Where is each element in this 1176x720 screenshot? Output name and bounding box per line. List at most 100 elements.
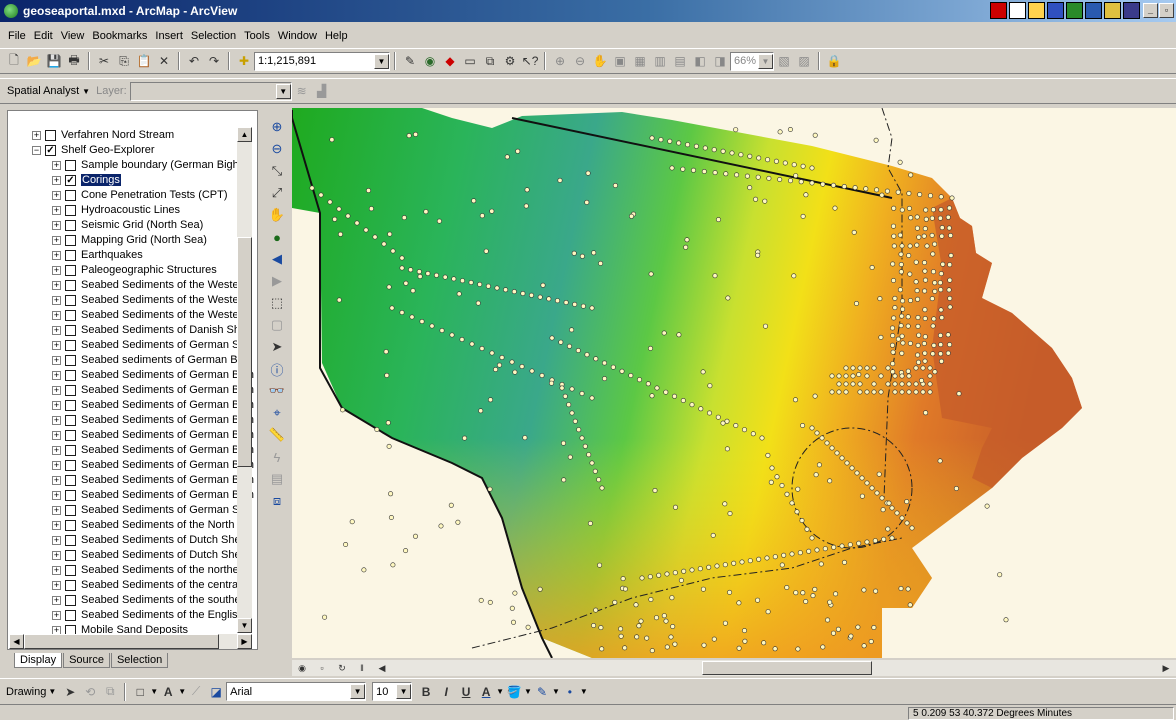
toc-layer-row[interactable]: + Seabed sediments of German Bigh <box>52 352 252 368</box>
coring-point[interactable] <box>863 186 869 192</box>
expand-icon[interactable]: + <box>52 429 61 440</box>
toc-layer-label[interactable]: Shelf Geo-Explorer <box>61 144 155 156</box>
coring-point[interactable] <box>809 535 815 541</box>
coring-point[interactable] <box>512 590 518 596</box>
toc-scroll-thumb[interactable] <box>237 237 252 467</box>
layer-visibility-checkbox[interactable] <box>65 369 76 381</box>
expand-icon[interactable]: + <box>52 399 61 410</box>
toc-layer-label[interactable]: Seabed Sediments of German Bigh <box>81 414 255 426</box>
toc-layer-row[interactable]: + Seabed Sediments of Dutch Shelf <box>52 547 246 563</box>
coring-point[interactable] <box>372 234 378 240</box>
coring-point[interactable] <box>812 586 818 592</box>
coring-point[interactable] <box>922 316 928 322</box>
coring-point[interactable] <box>906 381 912 387</box>
coring-point[interactable] <box>336 297 342 303</box>
coring-point[interactable] <box>676 332 682 338</box>
coring-point[interactable] <box>332 216 338 222</box>
expand-icon[interactable]: + <box>52 204 61 215</box>
coring-point[interactable] <box>892 389 898 395</box>
coring-point[interactable] <box>905 586 911 592</box>
layout-view-icon[interactable]: ▫ <box>320 663 324 673</box>
coring-point[interactable] <box>706 410 712 416</box>
coring-point[interactable] <box>948 233 954 239</box>
coring-point[interactable] <box>515 148 521 154</box>
coring-point[interactable] <box>937 280 943 286</box>
coring-point[interactable] <box>587 520 593 526</box>
coring-point[interactable] <box>711 636 717 642</box>
coring-point[interactable] <box>483 248 489 254</box>
coring-point[interactable] <box>859 475 865 481</box>
coring-point[interactable] <box>720 148 726 154</box>
coring-point[interactable] <box>920 389 926 395</box>
coring-point[interactable] <box>388 491 394 497</box>
coring-point[interactable] <box>889 535 895 541</box>
menu-view[interactable]: View <box>60 30 85 42</box>
marker-color-icon[interactable]: • <box>567 684 572 699</box>
layer-visibility-checkbox[interactable] <box>65 324 76 336</box>
expand-icon[interactable]: + <box>52 489 61 500</box>
coring-point[interactable] <box>558 339 564 345</box>
coring-point[interactable] <box>922 307 928 313</box>
zoom-out-icon[interactable]: ⊖ <box>271 141 283 156</box>
toc-layer-label[interactable]: Seabed Sediments of German Bigh <box>81 489 255 501</box>
coring-point[interactable] <box>890 333 896 339</box>
zoom-100-icon[interactable]: ▦ <box>634 54 646 68</box>
toc-hscroll-thumb[interactable] <box>24 634 219 649</box>
collapse-icon[interactable]: − <box>32 144 41 155</box>
menu-selection[interactable]: Selection <box>190 30 237 42</box>
coring-point[interactable] <box>539 372 545 378</box>
coring-point[interactable] <box>739 559 745 565</box>
coring-point[interactable] <box>827 599 833 605</box>
coring-point[interactable] <box>669 165 675 171</box>
expand-icon[interactable]: + <box>52 189 61 200</box>
coring-point[interactable] <box>406 133 412 139</box>
coring-point[interactable] <box>649 393 655 399</box>
coring-point[interactable] <box>873 588 879 594</box>
coring-point[interactable] <box>787 126 793 132</box>
coring-point[interactable] <box>399 255 405 261</box>
spatial-analyst-dropdown-icon[interactable]: ▼ <box>82 86 91 96</box>
coring-point[interactable] <box>680 397 686 403</box>
coring-point[interactable] <box>827 478 833 484</box>
coring-point[interactable] <box>873 137 879 143</box>
layer-visibility-checkbox[interactable] <box>65 249 76 261</box>
coring-point[interactable] <box>839 455 845 461</box>
coring-point[interactable] <box>636 377 642 383</box>
coring-point[interactable] <box>479 346 485 352</box>
coring-point[interactable] <box>511 289 517 295</box>
coring-point[interactable] <box>619 368 625 374</box>
map-scroll-right-icon[interactable]: ▶ <box>1162 662 1170 673</box>
expand-icon[interactable]: + <box>52 414 61 425</box>
font-size-combobox[interactable]: 10 ▼ <box>372 682 413 701</box>
coring-point[interactable] <box>927 373 933 379</box>
coring-point[interactable] <box>787 178 793 184</box>
layer-visibility-checkbox[interactable] <box>65 294 76 306</box>
coring-point[interactable] <box>900 298 906 304</box>
add-data-icon[interactable]: ✚ <box>238 54 250 68</box>
coring-point[interactable] <box>835 626 841 632</box>
coring-point[interactable] <box>636 623 642 629</box>
coring-point[interactable] <box>915 342 921 348</box>
coring-point[interactable] <box>937 458 943 464</box>
coring-point[interactable] <box>661 613 667 619</box>
toc-layer-row[interactable]: + Seabed Sediments of German Bigh <box>52 412 254 428</box>
coring-point[interactable] <box>707 383 713 389</box>
coring-point[interactable] <box>654 385 660 391</box>
coring-point[interactable] <box>890 261 896 267</box>
coring-point[interactable] <box>416 269 422 275</box>
coring-point[interactable] <box>390 248 396 254</box>
scroll-right-icon[interactable]: ▶ <box>237 634 252 649</box>
coring-point[interactable] <box>598 625 604 631</box>
coring-point[interactable] <box>681 568 687 574</box>
coring-point[interactable] <box>403 280 409 286</box>
coring-point[interactable] <box>921 233 927 239</box>
toc-layer-row[interactable]: + Seismic Grid (North Sea) <box>52 217 203 233</box>
coring-point[interactable] <box>914 242 920 248</box>
coring-point[interactable] <box>816 462 822 468</box>
coring-point[interactable] <box>945 350 951 356</box>
coring-point[interactable] <box>907 271 913 277</box>
toc-layer-label[interactable]: Mobile Sand Deposits <box>81 624 189 636</box>
layout-zoom-in-icon[interactable]: ⊕ <box>554 54 566 68</box>
toc-layer-label[interactable]: Seabed Sediments of German Bigh <box>81 474 255 486</box>
coring-point[interactable] <box>656 572 662 578</box>
